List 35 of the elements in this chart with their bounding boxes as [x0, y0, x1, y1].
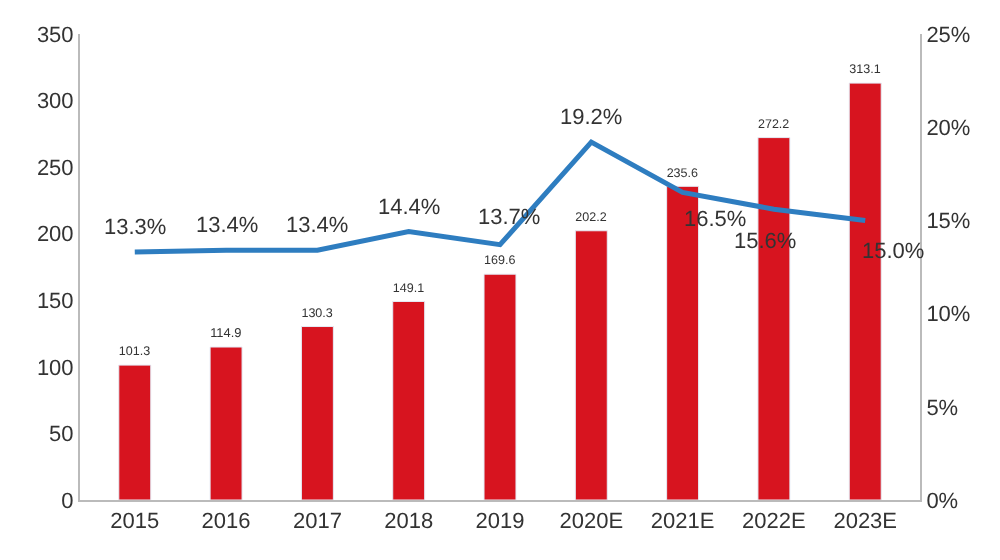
x-tick-label: 2022E	[742, 510, 806, 535]
bar	[300, 326, 334, 500]
x-tick-label: 2019	[475, 510, 525, 535]
x-tick-label: 2018	[384, 510, 434, 535]
data-label: 13.4%	[286, 214, 349, 238]
y2-tick-label: 20%	[926, 116, 971, 141]
data-label: 13.3%	[104, 216, 167, 240]
x-tick-label: 2016	[201, 510, 251, 535]
x-tick-label: 2020E	[559, 510, 624, 535]
bar	[209, 346, 243, 500]
bar	[392, 300, 426, 500]
y2-tick-label: 15%	[926, 210, 971, 235]
x-tick-label: 2023E	[833, 510, 898, 535]
data-label: 19.2%	[560, 106, 623, 130]
x-tick-label: 2017	[292, 510, 342, 535]
y2-tick-label: 10%	[926, 303, 971, 328]
data-label: 15.6%	[734, 230, 797, 254]
y-tick-label: 200	[36, 223, 74, 248]
x-tick-label: 2015	[110, 510, 160, 535]
y-tick-label: 100	[36, 356, 74, 381]
y2-tick-label: 25%	[926, 23, 971, 48]
bar	[118, 364, 152, 500]
data-label: 13.4%	[196, 214, 259, 238]
y-tick-label: 350	[36, 23, 74, 48]
data-label: 14.4%	[378, 196, 441, 220]
y-tick-label: 150	[36, 289, 74, 314]
x-tick-label: 2021E	[650, 510, 715, 535]
y2-tick-label: 0%	[926, 489, 959, 514]
y-tick-label: 50	[49, 423, 74, 448]
y2-tick-label: 5%	[926, 396, 959, 421]
y-tick-label: 300	[36, 90, 74, 115]
y-tick-label: 0	[61, 489, 74, 514]
bar	[574, 230, 608, 500]
bar	[483, 273, 517, 500]
y-tick-label: 250	[36, 156, 74, 181]
